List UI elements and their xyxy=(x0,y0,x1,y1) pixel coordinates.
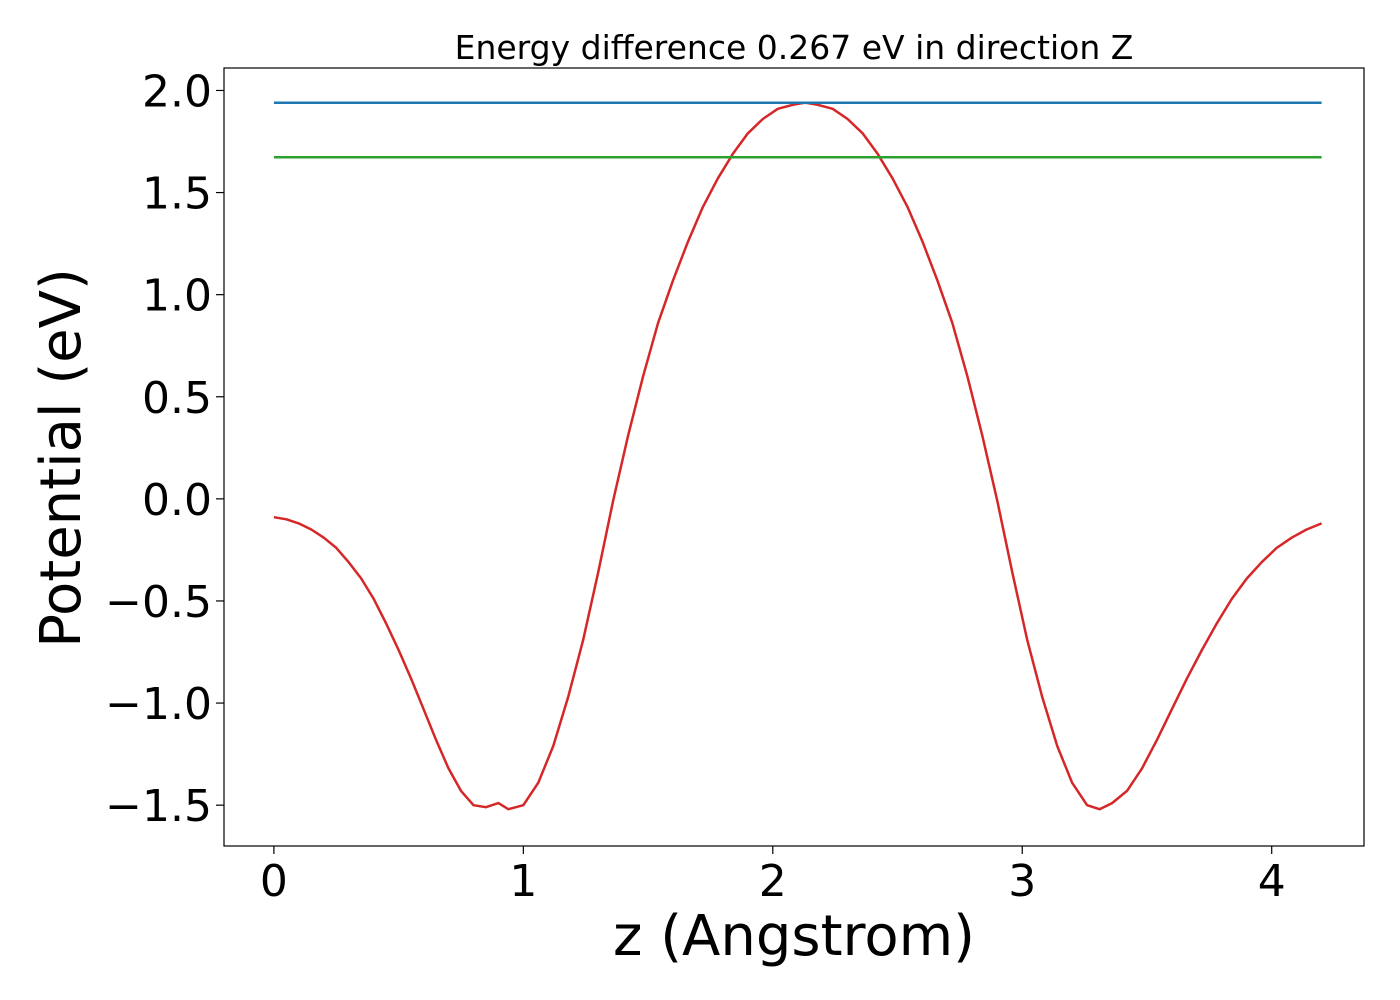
y-tick-label: −1.0 xyxy=(105,679,212,730)
y-tick-label: 1.0 xyxy=(142,271,212,322)
y-axis-ticks: −1.5 −1.0 −0.5 0.0 0.5 1.0 1.5 2.0 xyxy=(105,66,224,832)
x-tick-label: 0 xyxy=(260,856,288,907)
x-tick-label: 2 xyxy=(759,856,787,907)
y-tick-label: −1.5 xyxy=(105,781,212,832)
y-tick-label: 2.0 xyxy=(142,66,212,117)
series-line-0 xyxy=(273,101,1323,811)
x-tick-label: 1 xyxy=(509,856,537,907)
series-layer xyxy=(273,101,1323,811)
y-tick-label: 0.5 xyxy=(142,373,212,424)
y-tick-label: 0.0 xyxy=(142,475,212,526)
plot-frame xyxy=(223,67,1365,847)
y-axis-label: Potential (eV) xyxy=(29,268,94,648)
y-tick-label: −0.5 xyxy=(105,577,212,628)
x-axis-ticks: 0 1 2 3 4 xyxy=(260,846,1286,907)
x-tick-label: 4 xyxy=(1258,856,1286,907)
chart-title: Energy difference 0.267 eV in direction … xyxy=(455,28,1134,67)
y-tick-label: 1.5 xyxy=(142,169,212,220)
x-tick-label: 3 xyxy=(1008,856,1036,907)
x-axis-label: z (Angstrom) xyxy=(613,904,975,969)
